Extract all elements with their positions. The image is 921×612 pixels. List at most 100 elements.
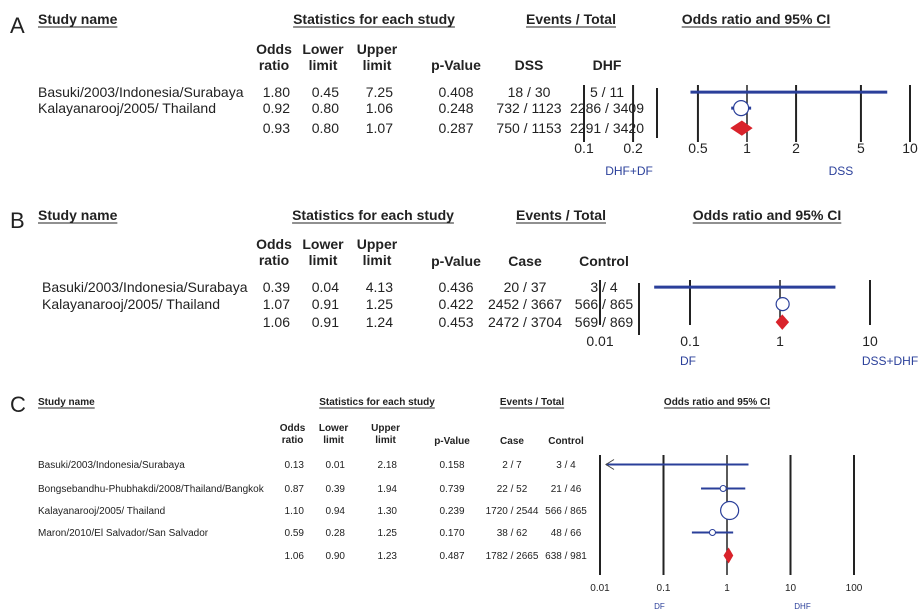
cell-lower: 0.80	[312, 120, 339, 136]
pooled-diamond	[723, 547, 734, 564]
column-header-line: limit	[323, 435, 344, 446]
cell-lower: 0.91	[312, 296, 339, 312]
axis-tick-label: 1	[724, 583, 730, 594]
cell-p: 0.422	[438, 296, 473, 312]
column-header: p-Value	[431, 253, 481, 269]
axis-tick-label: 0.1	[680, 333, 700, 349]
column-header: Odds ratio	[280, 423, 306, 446]
cell-lower: 0.01	[326, 460, 346, 471]
favour-label: DSS	[829, 164, 854, 178]
panel-label: B	[10, 208, 25, 233]
header-events: Events / Total	[516, 207, 606, 223]
header-statistics: Statistics for each study	[292, 207, 454, 223]
column-header-line: ratio	[259, 57, 289, 73]
cell-e2: 3 / 4	[590, 279, 617, 295]
cell-or: 0.93	[263, 120, 290, 136]
header-events: Events / Total	[500, 397, 564, 408]
cell-e1: 750 / 1153	[496, 120, 561, 136]
cell-p: 0.739	[439, 484, 464, 495]
point-estimate	[708, 529, 716, 536]
column-header: DHF	[593, 57, 622, 73]
cell-or: 1.06	[263, 314, 290, 330]
axis-tick-label: 1	[776, 333, 784, 349]
cell-e2: 2291 / 3420	[570, 120, 644, 136]
column-header: p-Value	[434, 436, 470, 447]
column-header: Lower limit	[302, 41, 344, 73]
cell-e1: 22 / 52	[497, 484, 528, 495]
cell-e1: 2472 / 3704	[488, 314, 562, 330]
pooled-diamond	[775, 314, 790, 330]
axis-tick-label: 100	[846, 583, 863, 594]
cell-or: 1.06	[285, 551, 305, 562]
header-events: Events / Total	[526, 11, 616, 27]
cell-e2: 638 / 981	[545, 551, 587, 562]
header-study-name: Study name	[38, 11, 118, 27]
column-header-line: ratio	[282, 435, 304, 446]
axis-tick-label: 10	[902, 140, 918, 156]
cell-or: 1.10	[285, 506, 305, 517]
cell-upper: 1.07	[366, 120, 393, 136]
header-statistics: Statistics for each study	[319, 397, 435, 408]
cell-upper: 1.30	[378, 506, 398, 517]
axis-tick-label: 1	[743, 140, 751, 156]
column-header: Case	[500, 436, 524, 447]
column-header-line: Lower	[302, 41, 344, 57]
cell-e2: 5 / 11	[590, 84, 624, 100]
cell-e2: 21 / 46	[551, 484, 582, 495]
cell-upper: 4.13	[366, 279, 393, 295]
cell-or: 1.80	[263, 84, 290, 100]
column-header-line: Odds	[256, 41, 292, 57]
cell-p: 0.158	[439, 460, 464, 471]
column-header: Odds ratio	[256, 236, 292, 268]
cell-p: 0.170	[439, 528, 464, 539]
cell-lower: 0.39	[326, 484, 346, 495]
point-estimate	[732, 99, 750, 117]
column-header: Control	[579, 253, 629, 269]
cell-e1: 38 / 62	[497, 528, 528, 539]
column-header: Upper limit	[357, 236, 398, 268]
cell-or: 1.07	[263, 296, 290, 312]
cell-e1: 1782 / 2665	[486, 551, 539, 562]
ci-arrow	[605, 459, 615, 470]
cell-or: 0.59	[285, 528, 305, 539]
favour-label: DF	[654, 602, 665, 611]
column-header-line: limit	[309, 57, 338, 73]
column-header-line: Upper	[357, 236, 398, 252]
panel-label: C	[10, 392, 26, 417]
point-estimate	[719, 485, 727, 492]
cell-lower: 0.80	[312, 100, 339, 116]
cell-e1: 20 / 37	[504, 279, 547, 295]
cell-p: 0.239	[439, 506, 464, 517]
cell-upper: 7.25	[366, 84, 393, 100]
study-name: Basuki/2003/Indonesia/Surabaya	[42, 279, 248, 295]
point-estimate	[775, 297, 790, 312]
favour-label: DHF+DF	[605, 164, 653, 178]
cell-p: 0.408	[438, 84, 473, 100]
header-plot: Odds ratio and 95% CI	[693, 207, 842, 223]
cell-upper: 1.23	[378, 551, 398, 562]
cell-e1: 732 / 1123	[496, 100, 561, 116]
cell-lower: 0.94	[326, 506, 346, 517]
cell-upper: 1.24	[366, 314, 393, 330]
column-header: Case	[508, 253, 542, 269]
axis-tick-label: 0.1	[657, 583, 671, 594]
column-header: Odds ratio	[256, 41, 292, 73]
study-name: Kalayanarooj/2005/ Thailand	[42, 296, 220, 312]
favour-label: DSS+DHF	[862, 354, 918, 368]
cell-or: 0.39	[263, 279, 290, 295]
cell-lower: 0.90	[326, 551, 346, 562]
pooled-diamond	[730, 120, 753, 136]
header-plot: Odds ratio and 95% CI	[664, 397, 770, 408]
cell-lower: 0.45	[312, 84, 339, 100]
cell-p: 0.287	[438, 120, 473, 136]
column-header: Control	[548, 436, 584, 447]
column-header: Lower limit	[319, 423, 349, 446]
column-header-line: Upper	[357, 41, 398, 57]
cell-e2: 3 / 4	[556, 460, 576, 471]
header-study-name: Study name	[38, 207, 118, 223]
favour-label: DHF	[794, 602, 811, 611]
header-plot: Odds ratio and 95% CI	[682, 11, 831, 27]
study-name: Maron/2010/El Salvador/San Salvador	[38, 528, 209, 539]
cell-upper: 2.18	[378, 460, 398, 471]
